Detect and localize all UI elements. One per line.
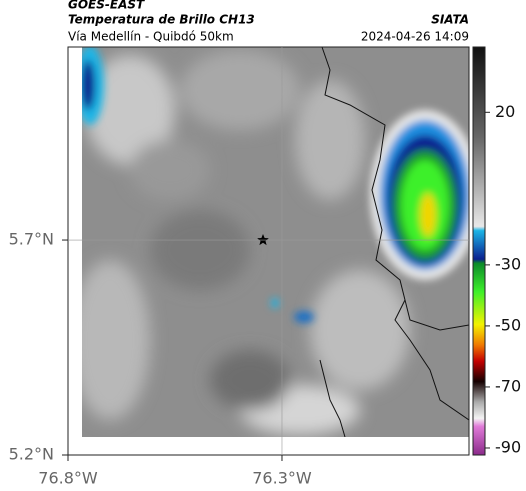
timestamp: 2024-04-26 14:09 bbox=[361, 30, 469, 44]
y-tick-label: 5.7°N bbox=[9, 230, 54, 249]
x-tick-label: 76.3°W bbox=[252, 469, 312, 488]
axes: 76.8°W 76.3°W 5.7°N 5.2°N 20 -30 -50 -70 -90 bbox=[9, 47, 521, 488]
satellite: GOES-EAST bbox=[68, 0, 145, 12]
location-star bbox=[257, 234, 269, 246]
colorbar-tick-label: -50 bbox=[495, 315, 521, 334]
x-tick-label: 76.8°W bbox=[38, 469, 98, 488]
colorbar-tick-label: -30 bbox=[495, 254, 521, 273]
route: Vía Medellín - Quibdó 50km bbox=[68, 30, 234, 44]
product: Temperatura de Brillo CH13 bbox=[68, 13, 255, 27]
colorbar-tick-label: -90 bbox=[495, 437, 521, 456]
map-frame bbox=[67, 46, 470, 456]
source: SIATA bbox=[431, 13, 469, 27]
colorbar bbox=[472, 46, 486, 456]
colorbar-tick-label: 20 bbox=[495, 102, 515, 121]
colorbar-tick-label: -70 bbox=[495, 376, 521, 395]
satellite-image bbox=[82, 47, 469, 437]
y-tick-label: 5.2°N bbox=[9, 445, 54, 464]
